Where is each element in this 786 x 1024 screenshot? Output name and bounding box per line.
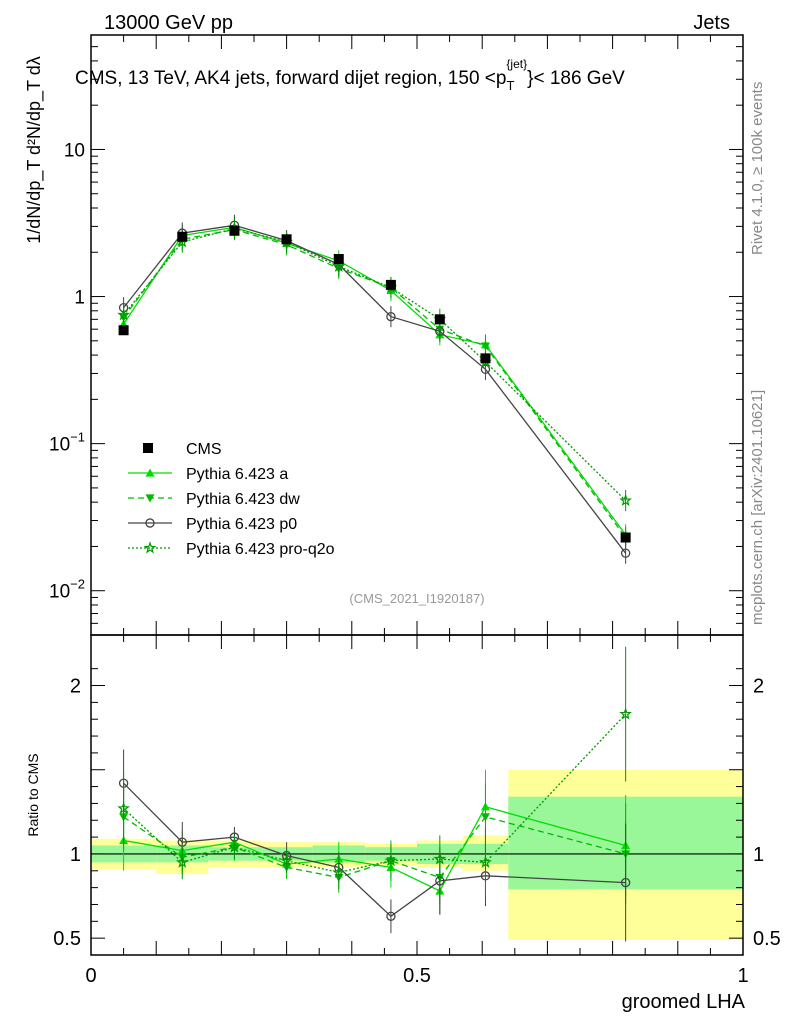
y-tick-base: 10 <box>49 435 70 456</box>
series-point <box>386 311 396 322</box>
ratio-panel: 0 0.5 10.5 0.51 12 2 <box>53 634 781 987</box>
legend-label-cms: CMS <box>186 441 222 458</box>
legend-marker-0 <box>145 468 155 477</box>
y-tick-exp: −2 <box>70 577 85 592</box>
legend-marker-3 <box>143 541 157 554</box>
y-tick-base: 10 <box>64 140 85 161</box>
ratio-point <box>332 865 346 878</box>
ratio-tick-label-right: 2 <box>753 676 764 698</box>
title-text: CMS, 13 TeV, AK4 jets, forward dijet reg… <box>75 68 506 89</box>
header-right: Jets <box>693 12 730 34</box>
cms-point <box>177 231 188 242</box>
mcplots-label: mcplots.cern.ch [arXiv:2401.10621] <box>749 390 766 625</box>
y-axis-label: 1/dN/dp_T d²N/dp_T dλ <box>24 56 45 243</box>
legend-label-3: Pythia 6.423 pro-q2o <box>186 541 335 558</box>
x-tick-label: 1 <box>737 965 748 987</box>
cms-point <box>281 234 292 245</box>
y-tick-label: 10−1 <box>49 430 85 456</box>
title-tail: }< 186 GeV <box>527 68 625 89</box>
x-axis-label: groomed LHA <box>622 991 746 1013</box>
cms-point <box>229 225 240 236</box>
ratio-point <box>479 855 492 868</box>
analysis-tag: (CMS_2021_I1920187) <box>349 591 484 606</box>
legend: CMS Pythia 6.423 a Pythia 6.423 dw Pythia 6… <box>128 441 335 558</box>
series-point <box>620 548 631 558</box>
x-tick-label: 0 <box>85 965 96 987</box>
series-line-3 <box>123 227 627 502</box>
cms-point <box>333 253 344 264</box>
y-tick-label: 1 <box>74 288 85 309</box>
ratio-point <box>620 877 631 888</box>
title-sub: T <box>506 78 514 93</box>
y-axis-label-text: 1/dN/dp_T d²N/dp_T dλ <box>24 56 45 243</box>
ratio-point <box>227 840 241 853</box>
legend-label-1: Pythia 6.423 dw <box>186 491 300 508</box>
series-point <box>619 493 632 507</box>
legend-marker-1 <box>145 494 155 503</box>
title-sup: {jet} <box>506 57 527 71</box>
x-tick-label: 0.5 <box>403 965 431 987</box>
rivet-label: Rivet 4.1.0, ≥ 100k events <box>749 82 766 255</box>
ratio-tick-label-right: 1 <box>753 844 764 866</box>
legend-marker-cms <box>143 443 153 453</box>
ratio-point <box>433 852 447 865</box>
series-point <box>117 308 131 321</box>
ratio-y-label: Ratio to CMS <box>25 753 41 836</box>
chart-title: CMS, 13 TeV, AK4 jets, forward dijet reg… <box>75 57 625 93</box>
y-tick-label: 10 <box>64 140 85 161</box>
ratio-point <box>177 837 187 847</box>
series-point <box>480 342 490 351</box>
legend-label-2: Pythia 6.423 p0 <box>186 516 297 533</box>
ratio-point <box>117 801 130 814</box>
ratio-point <box>175 855 189 868</box>
cms-point <box>480 353 491 364</box>
cms-point <box>434 314 445 325</box>
ratio-point <box>384 853 398 867</box>
header-left: 13000 GeV pp <box>104 12 233 34</box>
ratio-point <box>386 911 396 921</box>
ratio-point <box>619 707 632 720</box>
series-line-0 <box>123 226 627 536</box>
ratio-point <box>280 853 293 867</box>
cms-point <box>385 279 396 290</box>
y-tick-base: 1 <box>74 288 85 309</box>
series-point <box>332 259 346 272</box>
cms-point <box>118 325 129 336</box>
y-tick-base: 10 <box>49 582 70 603</box>
cms-point <box>620 532 631 543</box>
legend-label-0: Pythia 6.423 a <box>186 466 288 483</box>
y-tick-label: 10−2 <box>49 577 85 603</box>
ratio-tick-label: 0.5 <box>53 928 81 950</box>
ratio-point <box>480 813 490 822</box>
legend-marker-2 <box>145 518 155 528</box>
y-tick-exp: −1 <box>70 430 85 445</box>
ratio-tick-label: 2 <box>70 676 81 698</box>
ratio-tick-label: 1 <box>70 844 81 866</box>
ratio-tick-label-right: 0.5 <box>753 928 781 950</box>
